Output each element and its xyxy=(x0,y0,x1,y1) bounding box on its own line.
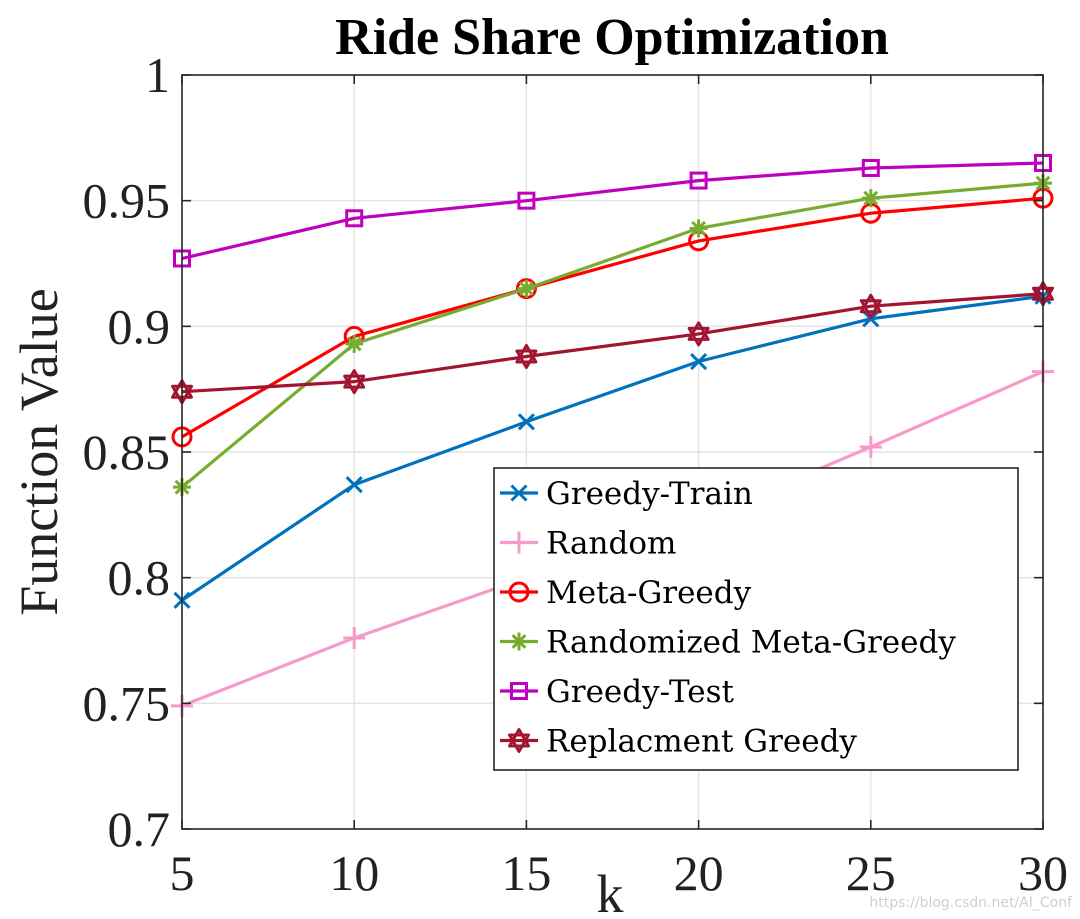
data-point-randomized-meta-greedy xyxy=(517,279,536,298)
x-tick-label: 20 xyxy=(674,845,724,901)
x-tick-label: 15 xyxy=(501,845,551,901)
legend-marker-random xyxy=(508,531,530,554)
series-line-replacment-greedy xyxy=(181,292,1044,394)
legend-item-greedy-test: Greedy-Test xyxy=(500,674,735,710)
legend-marker-meta-greedy xyxy=(508,581,530,603)
data-point-random xyxy=(859,435,882,458)
data-point-randomized-meta-greedy xyxy=(345,334,364,353)
chart-title: Ride Share Optimization xyxy=(335,9,889,66)
legend-item-greedy-train: Greedy-Train xyxy=(500,476,753,512)
legend-label: Random xyxy=(546,526,676,562)
y-tick-label: 0.75 xyxy=(83,675,171,731)
data-point-greedy-test xyxy=(861,158,880,177)
data-point-greedy-test xyxy=(689,171,708,190)
data-point-replacment-greedy xyxy=(687,321,710,347)
legend-marker-greedy-test xyxy=(510,682,528,700)
legend-label: Randomized Meta-Greedy xyxy=(546,625,956,661)
series-greedy-test xyxy=(173,153,1052,268)
y-tick-label: 0.9 xyxy=(108,298,171,354)
series-line-meta-greedy xyxy=(181,196,1044,439)
legend-item-meta-greedy: Meta-Greedy xyxy=(500,575,752,611)
series-randomized-meta-greedy xyxy=(173,174,1052,497)
legend-label: Greedy-Test xyxy=(546,674,735,710)
series-meta-greedy xyxy=(171,187,1054,448)
x-tick-label: 25 xyxy=(846,845,896,901)
data-point-random xyxy=(343,626,366,649)
y-axis-label: Function Value xyxy=(9,288,69,615)
x-axis-label: k xyxy=(597,864,624,919)
watermark-text: https://blog.csdn.net/AI_Conf xyxy=(869,895,1073,911)
data-point-replacment-greedy xyxy=(343,369,366,395)
legend-label: Meta-Greedy xyxy=(546,575,752,611)
series-line-randomized-meta-greedy xyxy=(180,181,1044,489)
x-tick-label: 30 xyxy=(1018,845,1068,901)
legend-marker-randomized-meta-greedy xyxy=(510,632,528,651)
data-point-randomized-meta-greedy xyxy=(689,219,708,238)
legend-label: Replacment Greedy xyxy=(546,724,857,760)
legend-box xyxy=(493,467,1019,771)
data-point-replacment-greedy xyxy=(859,293,882,319)
data-point-replacment-greedy xyxy=(515,344,538,369)
legend-marker-greedy-train xyxy=(510,484,528,502)
legend-label: Greedy-Train xyxy=(546,476,753,512)
legend: Greedy-Train Random Meta-Greedy Randomized … xyxy=(493,467,1019,771)
data-point-randomized-meta-greedy xyxy=(861,189,880,208)
x-tick-label: 10 xyxy=(329,845,379,901)
y-tick-label: 0.7 xyxy=(108,801,171,857)
legend-item-randomized-meta-greedy: Randomized Meta-Greedy xyxy=(500,625,956,661)
legend-item-random: Random xyxy=(500,526,676,562)
series-line-greedy-train xyxy=(181,294,1044,602)
data-point-greedy-test xyxy=(345,209,364,228)
legend-item-replacment-greedy: Replacment Greedy xyxy=(500,724,857,760)
data-point-greedy-test xyxy=(517,191,536,210)
y-tick-label: 1 xyxy=(145,47,170,103)
y-tick-label: 0.8 xyxy=(108,550,171,606)
y-tick-label: 0.95 xyxy=(83,173,171,229)
legend-marker-replacment-greedy xyxy=(508,728,530,753)
x-tick-label: 5 xyxy=(170,845,195,901)
data-point-greedy-train xyxy=(862,310,880,328)
data-point-greedy-train xyxy=(345,476,363,494)
series-line-greedy-test xyxy=(181,161,1044,261)
data-point-greedy-train xyxy=(517,413,535,431)
data-point-greedy-train xyxy=(690,352,708,371)
axis-ticks: 5 10 15 20 25 30 0.7 0.75 0.8 0.85 0.9 0.95 1 xyxy=(83,47,1069,901)
series-replacment-greedy xyxy=(171,281,1054,405)
y-tick-label: 0.85 xyxy=(83,424,171,480)
